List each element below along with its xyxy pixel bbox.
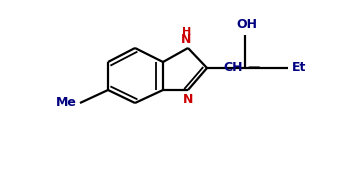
Text: N: N <box>183 93 193 106</box>
Text: H: H <box>181 27 191 37</box>
Text: —: — <box>247 61 260 74</box>
Text: Et: Et <box>291 61 306 74</box>
Text: Me: Me <box>56 96 77 109</box>
Text: OH: OH <box>236 18 257 31</box>
Text: N: N <box>181 33 192 46</box>
Text: CH: CH <box>224 61 243 74</box>
